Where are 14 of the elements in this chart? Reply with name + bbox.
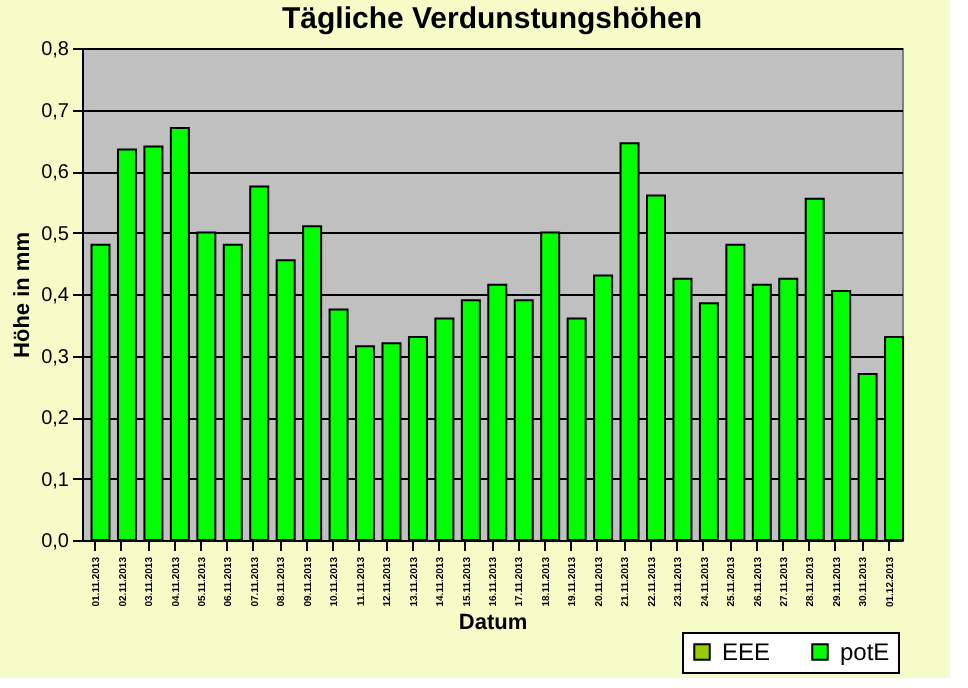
y-tick-label: 0,4 [41, 285, 70, 307]
y-tick-label: 0,6 [41, 162, 70, 184]
legend-label: EEE [722, 638, 771, 666]
y-tick-label: 0,2 [41, 408, 70, 430]
y-tick-label: 0,8 [41, 39, 70, 61]
y-tick-label: 0,7 [41, 100, 70, 123]
y-tick-label: 0,5 [41, 223, 70, 246]
x-axis-title: Datum [458, 611, 528, 636]
y-tick-label: 0,3 [41, 346, 70, 369]
y-axis-title: Höhe in mm [11, 231, 36, 358]
legend-label: potE [840, 638, 890, 666]
y-tick-label: 0,1 [41, 469, 70, 492]
y-tick-label: 0,0 [41, 531, 70, 553]
chart-title: Tägliche Verdunstungshöhen [281, 2, 703, 36]
